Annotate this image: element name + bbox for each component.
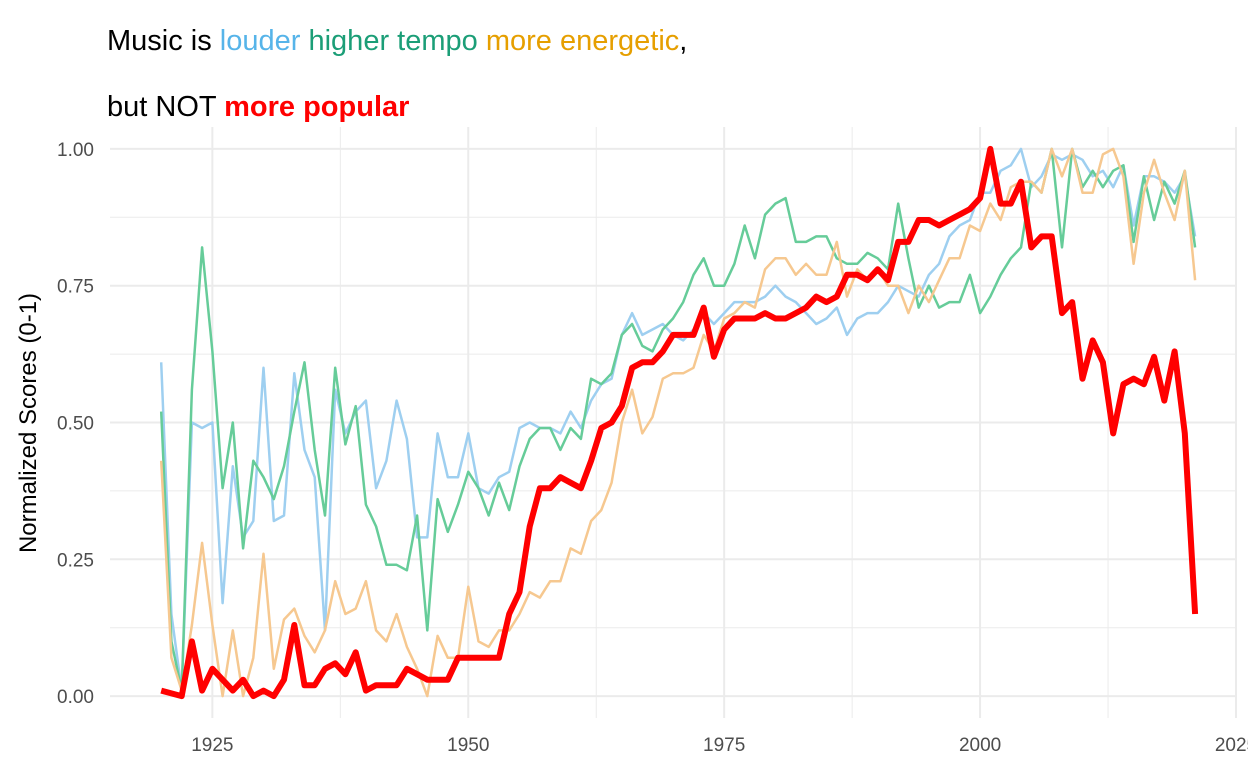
- series-louder-line: [159, 147, 1197, 692]
- x-tick-label: 1975: [703, 735, 745, 756]
- chart-title: Music is louder higher tempo more energe…: [107, 8, 687, 140]
- major-gridlines: [110, 127, 1237, 718]
- x-tick-label: 1950: [447, 735, 489, 756]
- y-axis-tick-labels: 0.00 0.25 0.50 0.75 1.00: [57, 140, 94, 708]
- y-tick-label: 1.00: [57, 140, 94, 161]
- series-lines: [159, 145, 1199, 700]
- y-tick-label: 0.50: [57, 414, 94, 435]
- x-tick-label: 2000: [959, 735, 1001, 756]
- title-word-energetic: more energetic: [485, 25, 680, 57]
- x-axis-tick-labels: 1925 1950 1975 2000 2025: [191, 735, 1248, 756]
- y-tick-label: 0.75: [57, 277, 94, 298]
- title-line-2: but NOT more popular: [107, 74, 687, 140]
- title-word-tempo: higher tempo: [308, 25, 478, 57]
- y-tick-label: 0.25: [57, 550, 94, 571]
- title-prefix-1: Music is: [107, 25, 220, 57]
- x-tick-label: 2025: [1215, 735, 1248, 756]
- title-line-1: Music is louder higher tempo more energe…: [107, 8, 687, 74]
- title-word-louder: louder: [219, 25, 301, 57]
- title-suffix-1: ,: [679, 25, 688, 57]
- title-prefix-2: but NOT: [107, 91, 225, 123]
- series-tempo-line: [159, 147, 1197, 692]
- y-axis-label: Normalized Scores (0-1): [15, 293, 42, 553]
- x-tick-label: 1925: [191, 735, 233, 756]
- series-popularity-line: [160, 145, 1199, 700]
- title-word-popular: more popular: [224, 91, 410, 123]
- y-tick-label: 0.00: [57, 687, 94, 708]
